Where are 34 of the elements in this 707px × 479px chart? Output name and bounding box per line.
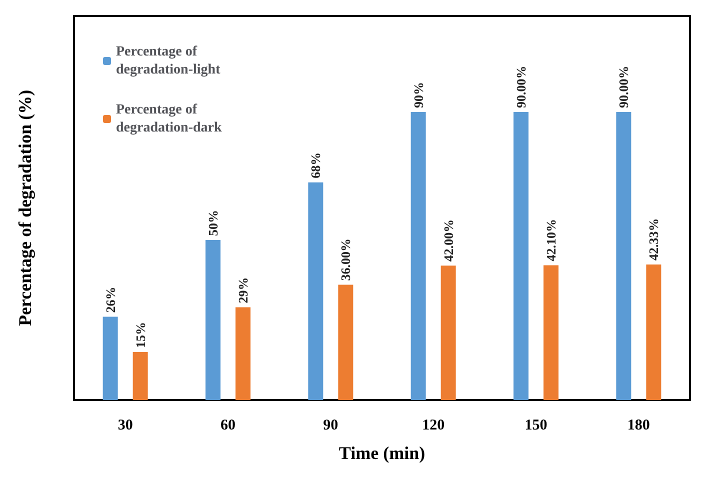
bar	[410, 112, 426, 400]
x-tick-label: 180	[627, 418, 650, 434]
bar	[236, 307, 250, 400]
bar	[206, 240, 220, 400]
data-label: 90.00%	[616, 66, 632, 108]
data-label: 68%	[308, 152, 324, 178]
data-label: 15%	[132, 322, 148, 348]
data-label: 36.00%	[338, 238, 354, 281]
data-label: 26%	[102, 286, 118, 313]
data-label: 42.00%	[440, 219, 456, 262]
bar	[338, 284, 354, 400]
bar	[544, 265, 558, 400]
x-tick-label: 120	[422, 418, 445, 434]
x-tick-label: 90	[323, 418, 338, 434]
bar	[440, 266, 456, 400]
bar	[514, 112, 528, 400]
data-label: 42.33%	[646, 218, 662, 261]
bar	[616, 112, 632, 400]
bar	[308, 182, 324, 400]
data-label: 90.00%	[514, 66, 528, 108]
x-tick-label: 60	[220, 418, 236, 434]
data-label: 90%	[410, 82, 426, 108]
x-axis-title: Time (min)	[338, 443, 426, 463]
data-label: 29%	[236, 277, 250, 304]
legend-label: Percentage of degradation-light	[116, 44, 221, 78]
bar	[646, 264, 662, 400]
bar	[132, 352, 148, 400]
x-tick-label: 30	[118, 418, 133, 434]
legend-label: Percentage of degradation-dark	[116, 102, 222, 136]
x-tick-label: 150	[524, 418, 548, 434]
data-label: 42.10%	[544, 219, 558, 262]
data-label: 50%	[206, 210, 220, 236]
y-axis-title: Percentage of degradation (%)	[15, 90, 35, 326]
bar	[102, 316, 118, 400]
